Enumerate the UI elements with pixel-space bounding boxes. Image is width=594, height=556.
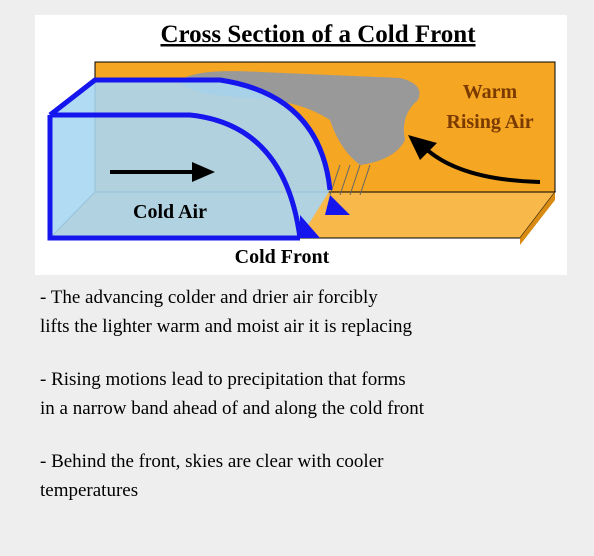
note: - Behind the front, skies are clear with… <box>40 447 383 505</box>
note-line: in a narrow band ahead of and along the … <box>40 394 424 423</box>
note-line: temperatures <box>40 476 383 505</box>
cold-front-label: Cold Front <box>235 246 330 268</box>
note-line: - The advancing colder and drier air for… <box>40 283 412 312</box>
diagram-title: Cross Section of a Cold Front <box>160 21 476 48</box>
note-line: lifts the lighter warm and moist air it … <box>40 312 412 341</box>
note: - The advancing colder and drier air for… <box>40 283 412 341</box>
note: - Rising motions lead to precipitation t… <box>40 365 424 423</box>
warm-label: Rising Air <box>446 111 533 133</box>
note-line: - Behind the front, skies are clear with… <box>40 447 383 476</box>
warm-label: Warm <box>463 81 518 103</box>
diagram: Cross Section of a Cold Front Warm Risin… <box>0 0 594 280</box>
note-line: - Rising motions lead to precipitation t… <box>40 365 424 394</box>
page: Cross Section of a Cold Front Warm Risin… <box>0 0 594 556</box>
cold-air-label: Cold Air <box>133 201 207 223</box>
